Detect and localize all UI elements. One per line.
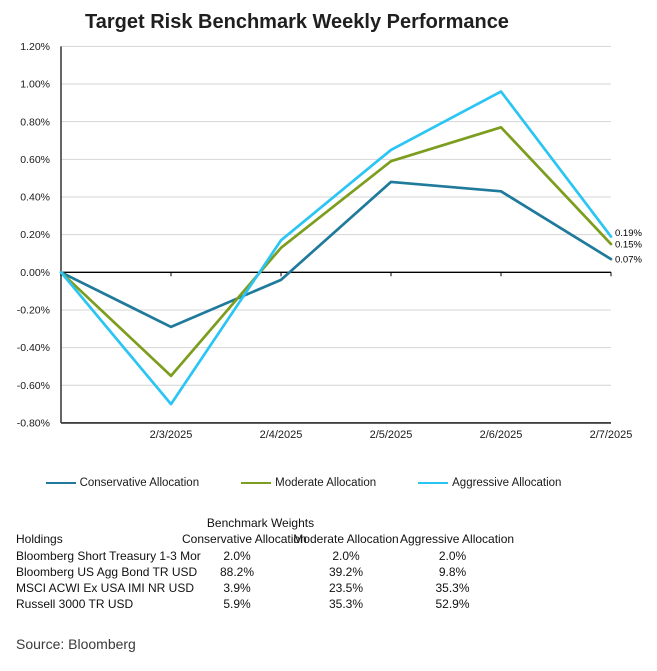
series-line (59, 90, 613, 406)
series-end-value-label: 0.07% (615, 254, 642, 265)
weight-value-cell: 23.5% (328, 581, 364, 596)
y-axis-tick-label: -0.60% (17, 380, 50, 392)
legend-line-swatch (418, 481, 449, 485)
table-column-header: Moderate Allocation (293, 532, 399, 547)
chart-title: Target Risk Benchmark Weekly Performance (85, 11, 509, 33)
y-axis-tick-label: -0.20% (17, 305, 50, 317)
legend-label: Conservative Allocation (79, 477, 200, 489)
legend-item: Conservative Allocation (45, 477, 200, 489)
series-line (59, 180, 613, 329)
legend-line-swatch (241, 481, 272, 485)
y-axis-tick-label: 1.00% (20, 79, 50, 91)
legend-label: Moderate Allocation (275, 477, 377, 489)
y-axis-tick-label: 0.80% (20, 116, 50, 128)
weight-value-cell: 9.8% (438, 564, 467, 579)
performance-line-chart: 1.20% 1.00% 0.80% 0.60% 0.40% 0.20% 0.00% -0.20… (17, 41, 643, 441)
y-axis-tick-label: -0.40% (17, 342, 50, 354)
y-axis-tick-label: 0.40% (20, 192, 50, 204)
weight-value-cell: 2.0% (223, 548, 251, 563)
weight-value-cell: 35.3% (328, 597, 364, 612)
series-line (59, 125, 613, 378)
x-axis-tick-label: 2/3/2025 (150, 429, 193, 441)
table-grid: Holdings Conservative Allocation Moderate … (16, 531, 515, 612)
weight-value-cell: 88.2% (219, 564, 255, 579)
x-axis-tick-label: 2/6/2025 (480, 429, 523, 441)
weight-value-cell: 3.9% (223, 581, 251, 596)
weight-value-cell: 5.9% (223, 597, 251, 612)
holding-name-cell: MSCI ACWI Ex USA IMI NR USD (16, 581, 195, 596)
table-caption: Benchmark Weights (206, 516, 315, 530)
x-axis-tick-label: 2/4/2025 (260, 429, 303, 441)
x-axis-tick-label: 2/5/2025 (370, 429, 413, 441)
holding-name-cell: Bloomberg Short Treasury 1-3 Mor (16, 548, 201, 563)
legend-label: Aggressive Allocation (452, 477, 562, 489)
holding-name-cell: Russell 3000 TR USD (16, 597, 134, 612)
table-column-header: Conservative Allocation (182, 532, 307, 547)
benchmark-weights-table: Benchmark Weights Holdings Conservative A… (16, 515, 515, 613)
weight-value-cell: 2.0% (332, 548, 360, 563)
table-column-header: Holdings (16, 532, 63, 547)
chart-legend: Conservative Allocation Moderate Allocati… (0, 477, 657, 489)
y-axis-tick-label: -0.80% (17, 418, 50, 430)
y-axis-tick-label: 1.20% (20, 41, 50, 53)
y-axis-tick-label: 0.20% (20, 229, 50, 241)
series-end-value-label: 0.19% (615, 228, 642, 239)
table-column-header: Aggressive Allocation (400, 532, 515, 547)
holding-name-cell: Bloomberg US Agg Bond TR USD (16, 564, 198, 579)
legend-item: Moderate Allocation (241, 477, 376, 489)
legend-item: Aggressive Allocation (418, 477, 561, 489)
weight-value-cell: 52.9% (435, 597, 470, 612)
series-end-value-label: 0.15% (615, 239, 642, 250)
weight-value-cell: 35.3% (435, 581, 470, 596)
legend-line-swatch (45, 481, 76, 485)
source-note: Source: Bloomberg (16, 635, 136, 652)
weight-value-cell: 39.2% (328, 564, 364, 579)
weight-value-cell: 2.0% (438, 548, 467, 563)
x-axis-tick-label: 2/7/2025 (590, 429, 633, 441)
y-axis-tick-label: 0.00% (20, 267, 50, 279)
y-axis-tick-label: 0.60% (20, 154, 50, 166)
